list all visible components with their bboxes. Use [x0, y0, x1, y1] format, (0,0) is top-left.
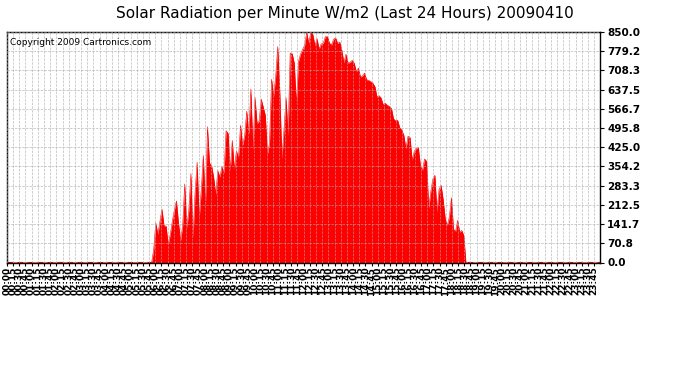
Text: Solar Radiation per Minute W/m2 (Last 24 Hours) 20090410: Solar Radiation per Minute W/m2 (Last 24…	[116, 6, 574, 21]
Text: Copyright 2009 Cartronics.com: Copyright 2009 Cartronics.com	[10, 38, 151, 46]
